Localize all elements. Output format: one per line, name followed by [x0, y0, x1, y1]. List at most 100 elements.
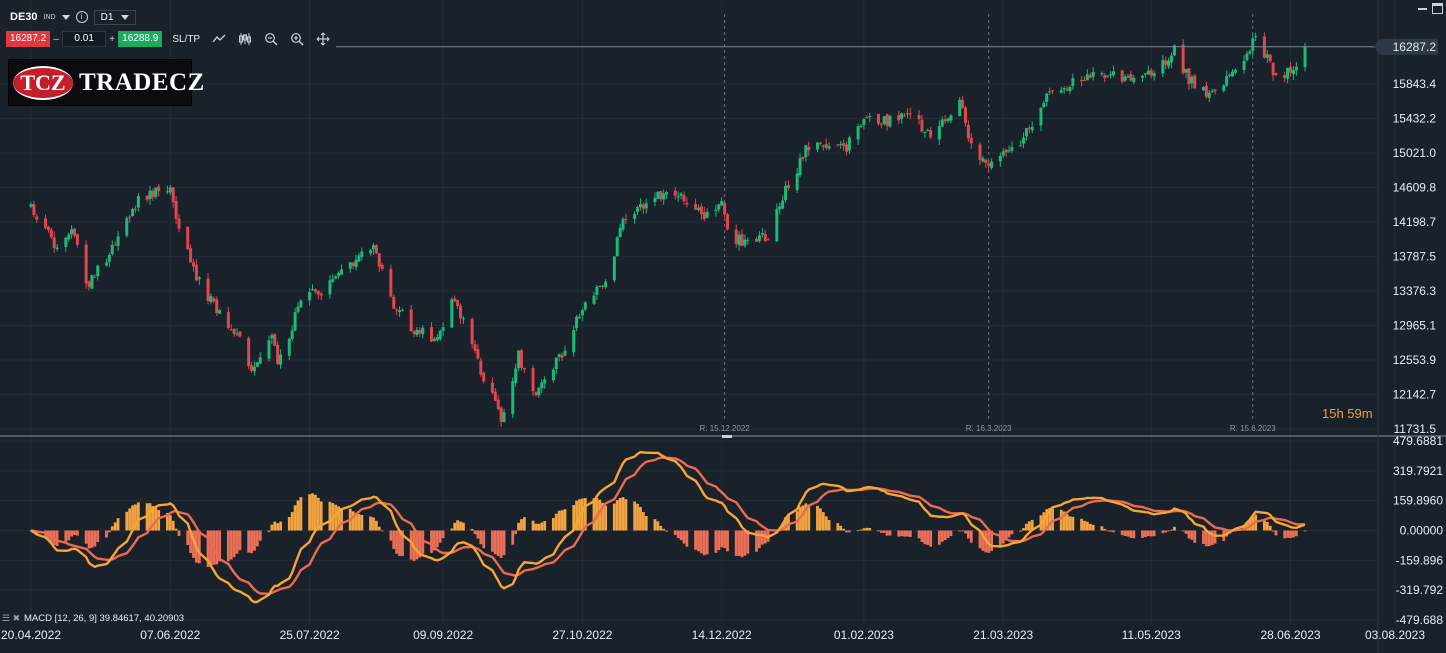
candle — [1187, 67, 1191, 90]
candle-body — [897, 115, 901, 121]
candle-body — [1230, 71, 1234, 77]
candle — [1242, 55, 1246, 74]
histogram-bar — [218, 530, 222, 562]
candle — [369, 248, 373, 256]
date-tick-label: 14.12.2022 — [692, 628, 752, 642]
histogram-bar — [1129, 530, 1133, 538]
candle-body — [113, 244, 117, 246]
line-chart-icon[interactable] — [212, 32, 226, 46]
histogram-bar — [1109, 530, 1112, 532]
buy-price-button[interactable]: 16288.9 — [118, 31, 163, 47]
histogram-bar — [572, 504, 576, 531]
candle — [470, 317, 474, 349]
histogram-bar — [978, 530, 982, 549]
candle-body — [1167, 60, 1171, 67]
histogram-bar — [84, 530, 88, 544]
candle — [351, 262, 355, 270]
candle-body — [1228, 74, 1232, 76]
lot-decrease-button[interactable]: – — [53, 33, 59, 45]
lot-increase-button[interactable]: + — [109, 33, 116, 45]
trade-toolbar: DE30 IND i D1 16287.2 – 0.01 + 16288.9 S… — [0, 0, 360, 56]
candle-body — [784, 186, 788, 201]
candle — [531, 365, 535, 397]
candle-body — [476, 349, 480, 359]
histogram-bar — [990, 530, 994, 552]
candles-icon[interactable] — [238, 32, 252, 46]
candle — [1085, 69, 1089, 81]
candle — [757, 231, 761, 243]
candle-body — [395, 309, 399, 311]
candle-body — [107, 254, 111, 262]
candle — [1225, 70, 1229, 87]
candle-body — [473, 344, 477, 351]
histogram-bar — [116, 518, 120, 531]
histogram-bar — [229, 530, 233, 560]
candle — [1059, 86, 1063, 94]
histogram-bar — [807, 504, 811, 531]
histogram-bar — [377, 526, 381, 531]
candle-body — [429, 327, 433, 342]
zoom-in-icon[interactable] — [290, 32, 304, 46]
histogram-bar — [758, 530, 761, 549]
histogram-bar — [966, 530, 970, 539]
candle-body — [685, 203, 689, 205]
candle — [702, 206, 706, 222]
candle — [903, 112, 907, 117]
histogram-bar — [450, 528, 454, 531]
candle — [775, 203, 779, 242]
histogram-bar — [958, 530, 962, 532]
histogram-bar — [125, 511, 129, 531]
histogram-bar — [940, 530, 944, 542]
candle-body — [905, 113, 909, 115]
candle-body — [757, 235, 761, 241]
candle-body — [760, 233, 764, 235]
candle-body — [900, 113, 904, 119]
price-tick-label: 13787.5 — [1393, 249, 1437, 263]
candle-body — [151, 190, 155, 198]
histogram-bar — [865, 527, 869, 531]
timeframe-select[interactable]: D1 — [93, 9, 137, 25]
candle — [319, 291, 323, 301]
candle-body — [293, 312, 297, 331]
candle-body — [984, 159, 988, 164]
info-icon[interactable]: i — [75, 11, 88, 23]
histogram-bar — [885, 530, 889, 536]
candle-body — [55, 247, 59, 249]
symbol-label[interactable]: DE30 — [10, 11, 38, 23]
histogram-bar — [476, 530, 480, 539]
candle-body — [52, 237, 56, 249]
histogram-bar — [615, 500, 619, 531]
candle — [1146, 65, 1150, 76]
histogram-bar — [900, 530, 904, 537]
histogram-bar — [903, 530, 906, 537]
candle — [35, 213, 39, 224]
histogram-bar — [287, 516, 291, 531]
candle-body — [1251, 38, 1255, 51]
histogram-bar — [357, 513, 361, 531]
candle-body — [157, 186, 161, 192]
minimize-icon[interactable] — [1418, 3, 1427, 10]
sltp-button[interactable]: SL/TP — [172, 33, 201, 45]
histogram-bar — [1149, 530, 1153, 537]
candle-body — [636, 207, 640, 212]
zoom-out-icon[interactable] — [264, 32, 278, 46]
histogram-bar — [1286, 530, 1290, 538]
crosshair-icon[interactable] — [316, 32, 330, 46]
candle-body — [604, 281, 608, 288]
candle — [961, 95, 965, 109]
symbol-dropdown-icon[interactable] — [61, 14, 70, 20]
candle — [392, 294, 396, 310]
candle — [73, 227, 77, 238]
sell-price-button[interactable]: 16287.2 — [6, 31, 51, 47]
lot-size-input[interactable]: 0.01 — [62, 31, 107, 47]
histogram-bar — [1025, 523, 1028, 531]
candle-body — [212, 298, 216, 302]
histogram-bar — [882, 530, 886, 534]
candle-body — [125, 218, 129, 236]
candle-body — [1010, 147, 1014, 151]
histogram-bar — [961, 530, 964, 532]
candle-body — [392, 296, 396, 309]
maximize-icon[interactable] — [1432, 3, 1443, 14]
